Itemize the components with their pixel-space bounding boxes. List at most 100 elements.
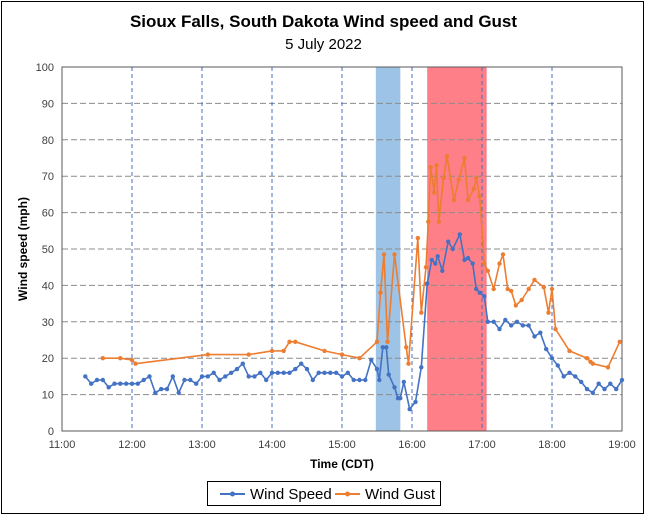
data-point-wind-speed — [440, 268, 445, 273]
data-point-wind-speed — [514, 319, 520, 324]
data-point-wind-speed — [474, 286, 479, 292]
data-point-wind-speed — [357, 377, 362, 383]
data-point-wind-speed — [194, 381, 199, 386]
legend-marker-wind-gust — [345, 491, 350, 497]
data-point-wind-speed — [561, 374, 566, 379]
data-point-wind-speed — [549, 356, 555, 361]
data-point-wind-gust — [617, 339, 622, 344]
y-tick-label-90: 90 — [42, 98, 54, 110]
data-point-wind-speed — [334, 370, 339, 375]
data-point-wind-speed — [299, 361, 304, 366]
data-point-wind-speed — [579, 379, 584, 385]
data-point-wind-gust — [436, 219, 441, 224]
data-point-wind-speed — [246, 374, 251, 379]
data-point-wind-speed — [322, 370, 327, 375]
data-point-wind-speed — [118, 381, 123, 386]
data-point-wind-gust — [590, 361, 595, 366]
data-point-wind-gust — [415, 235, 420, 241]
data-point-wind-gust — [406, 361, 411, 366]
data-point-wind-gust — [246, 352, 251, 357]
data-point-wind-speed — [429, 257, 434, 263]
data-point-wind-gust — [374, 339, 380, 344]
data-point-wind-gust — [434, 163, 439, 168]
data-point-wind-speed — [106, 385, 111, 390]
data-point-wind-speed — [176, 390, 181, 395]
data-point-wind-gust — [381, 252, 387, 257]
data-point-wind-speed — [401, 379, 406, 385]
data-point-wind-speed — [567, 370, 572, 375]
data-point-wind-speed — [509, 323, 514, 328]
data-point-wind-speed — [526, 323, 531, 328]
x-tick-label-18-00: 18:00 — [538, 439, 566, 451]
data-point-wind-gust — [541, 285, 546, 290]
data-point-wind-gust — [485, 268, 490, 273]
data-point-wind-speed — [377, 377, 382, 383]
data-point-wind-gust — [605, 365, 611, 370]
plot-area-border — [61, 66, 623, 432]
legend-label-wind-gust: Wind Gust — [365, 486, 436, 503]
data-point-wind-gust — [392, 252, 397, 257]
y-tick-label-0: 0 — [48, 426, 54, 438]
data-point-wind-speed — [258, 370, 263, 375]
data-point-wind-gust — [491, 286, 496, 292]
data-point-wind-speed — [264, 377, 269, 383]
data-point-wind-gust — [465, 197, 471, 203]
data-point-wind-gust — [505, 286, 510, 292]
data-point-wind-gust — [133, 361, 138, 366]
data-point-wind-speed — [240, 361, 245, 366]
data-point-wind-speed — [153, 390, 158, 395]
y-tick-label-80: 80 — [42, 135, 54, 147]
data-point-wind-speed — [425, 281, 430, 286]
data-point-wind-gust — [269, 348, 275, 354]
data-point-wind-speed — [199, 374, 205, 379]
chart-subtitle: 5 July 2022 — [285, 36, 362, 53]
data-point-wind-speed — [446, 239, 451, 244]
series-line-wind-speed — [84, 233, 623, 411]
chart-legend: Wind Speed Wind Gust — [207, 481, 441, 506]
data-point-wind-speed — [369, 357, 374, 363]
x-tick-label-19-00: 19:00 — [608, 439, 636, 451]
data-point-wind-gust — [584, 356, 590, 361]
data-point-wind-speed — [164, 386, 170, 392]
data-point-wind-speed — [89, 381, 94, 386]
data-point-wind-speed — [457, 232, 462, 237]
x-tick-label-17-00: 17:00 — [468, 439, 496, 451]
data-point-wind-speed — [532, 334, 537, 339]
data-point-wind-speed — [269, 370, 275, 375]
data-point-wind-gust — [567, 348, 572, 354]
data-point-wind-speed — [614, 386, 619, 392]
data-point-wind-speed — [234, 366, 240, 372]
data-point-wind-speed — [159, 386, 164, 392]
data-point-wind-gust — [205, 352, 210, 357]
data-point-wind-speed — [170, 374, 175, 379]
data-point-wind-speed — [602, 386, 607, 392]
data-point-wind-gust — [500, 252, 506, 257]
y-tick-label-30: 30 — [42, 317, 54, 329]
y-tick-label-20: 20 — [42, 353, 54, 365]
data-point-wind-speed — [470, 261, 475, 266]
data-point-wind-gust — [339, 352, 345, 357]
data-point-wind-speed — [188, 377, 193, 383]
legend-item-wind-gust: Wind Gust — [335, 486, 436, 503]
data-point-wind-speed — [435, 254, 440, 259]
x-tick-label-13-00: 13:00 — [188, 439, 216, 451]
data-point-wind-speed — [229, 370, 234, 375]
data-point-wind-speed — [124, 381, 129, 386]
x-tick-label-12-00: 12:00 — [118, 439, 146, 451]
data-point-wind-speed — [135, 381, 140, 386]
data-point-wind-speed — [392, 385, 397, 390]
data-point-wind-gust — [118, 356, 123, 361]
data-point-wind-gust — [129, 357, 135, 363]
data-point-wind-gust — [428, 164, 433, 170]
data-point-wind-gust — [532, 277, 537, 283]
data-point-wind-gust — [287, 339, 292, 344]
data-point-wind-gust — [441, 175, 446, 181]
legend-item-wind-speed: Wind Speed — [220, 486, 332, 503]
data-point-wind-speed — [433, 261, 438, 266]
data-point-wind-speed — [384, 345, 389, 350]
data-point-wind-speed — [112, 381, 117, 386]
data-point-wind-speed — [596, 381, 601, 386]
data-point-wind-speed — [619, 377, 625, 383]
data-point-wind-gust — [100, 356, 106, 361]
